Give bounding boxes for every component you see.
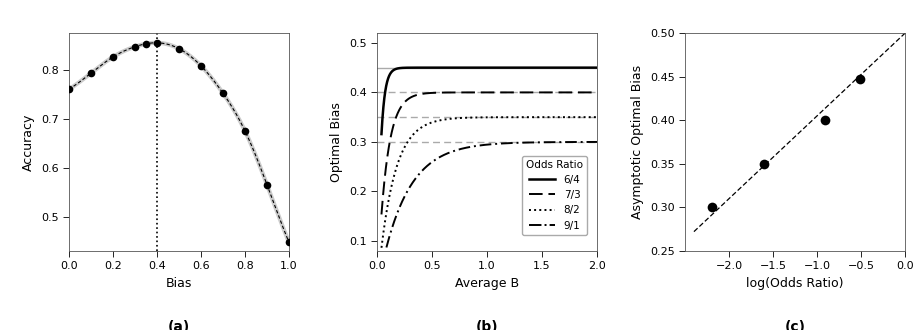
Y-axis label: Asymptotic Optimal Bias: Asymptotic Optimal Bias <box>631 65 644 219</box>
Y-axis label: Optimal Bias: Optimal Bias <box>330 102 344 182</box>
Text: (c): (c) <box>785 320 806 330</box>
X-axis label: Bias: Bias <box>165 277 192 290</box>
Legend: 6/4, 7/3, 8/2, 9/1: 6/4, 7/3, 8/2, 9/1 <box>522 155 587 235</box>
Text: (b): (b) <box>476 320 498 330</box>
X-axis label: Average B: Average B <box>455 277 519 290</box>
Y-axis label: Accuracy: Accuracy <box>22 113 35 171</box>
Text: (a): (a) <box>168 320 190 330</box>
X-axis label: log(Odds Ratio): log(Odds Ratio) <box>746 277 844 290</box>
